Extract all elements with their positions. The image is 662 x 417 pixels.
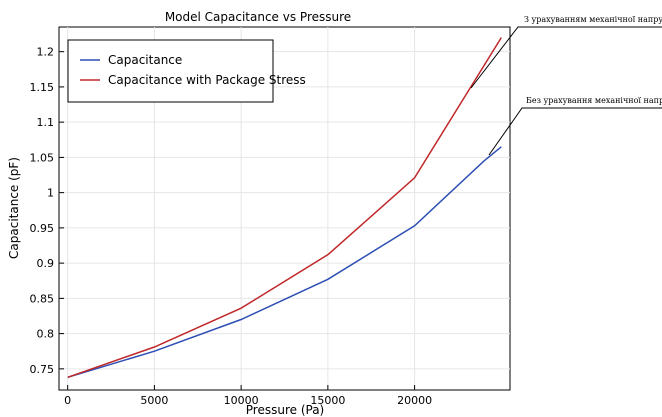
- annotation-with-stress: З урахуванням механічної напруги: [470, 15, 662, 89]
- legend-label-package-stress: Capacitance with Package Stress: [108, 73, 306, 87]
- series-lines: [67, 37, 502, 379]
- y-tick-label: 0.85: [30, 292, 55, 305]
- y-tick-label: 1.05: [30, 151, 55, 164]
- series-line-package-stress: [67, 37, 502, 379]
- annotation-leader-with-stress: [470, 26, 662, 89]
- annotation-without-stress: Без урахування механічної напруги: [488, 96, 662, 156]
- y-tick-label: 1.1: [37, 116, 55, 129]
- y-tick-label: 1: [47, 187, 54, 200]
- axis-ticks: 0 5000 10000 15000 20000 0.75 0.8 0.85 0.9 0.95 1 1…: [30, 46, 433, 407]
- x-tick-label: 15000: [310, 394, 345, 407]
- annotation-leader-without-stress: [488, 107, 662, 156]
- legend: Capacitance Capacitance with Package Str…: [67, 39, 306, 103]
- y-tick-label: 0.95: [30, 222, 55, 235]
- series-line-capacitance: [67, 146, 502, 379]
- annotation-text-without-stress: Без урахування механічної напруги: [526, 96, 662, 105]
- y-tick-label: 0.8: [37, 328, 55, 341]
- y-tick-label: 1.2: [37, 46, 55, 59]
- legend-box: [67, 39, 274, 103]
- chart-title: Model Capacitance vs Pressure: [165, 10, 351, 24]
- y-tick-label: 1.15: [30, 81, 55, 94]
- annotation-text-with-stress: З урахуванням механічної напруги: [524, 15, 662, 24]
- x-tick-label: 0: [64, 394, 71, 407]
- y-tick-label: 0.75: [30, 363, 55, 376]
- x-axis-title: Pressure (Pa): [246, 403, 324, 417]
- x-tick-label: 5000: [140, 394, 168, 407]
- y-tick-label: 0.9: [37, 257, 55, 270]
- legend-label-capacitance: Capacitance: [108, 53, 182, 67]
- x-tick-label: 10000: [224, 394, 259, 407]
- x-tick-label: 20000: [397, 394, 432, 407]
- y-axis-title: Capacitance (pF): [7, 157, 21, 259]
